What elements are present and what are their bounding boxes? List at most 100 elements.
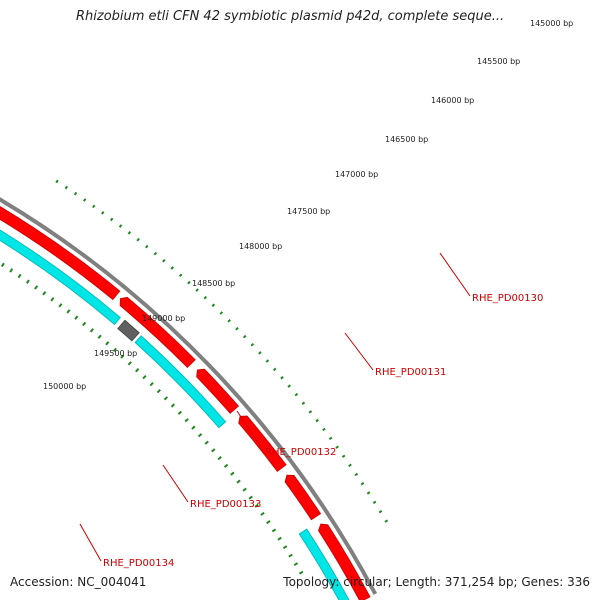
inner-tick <box>34 285 39 290</box>
ruler-dot <box>242 334 247 339</box>
cds-feature <box>284 474 322 521</box>
gene-label: RHE_PD00130 <box>472 293 543 304</box>
scale-label: 146500 bp <box>385 135 428 144</box>
ruler-dot <box>136 237 140 242</box>
ruler-dot <box>145 244 149 249</box>
inner-tick <box>149 381 154 387</box>
ruler-dot <box>348 463 352 468</box>
inner-tick <box>127 361 132 366</box>
inner-tick <box>184 418 189 423</box>
ruler-dot <box>322 427 326 432</box>
ruler-dot <box>335 445 339 449</box>
inner-tick <box>248 495 253 500</box>
inner-tick <box>89 328 94 333</box>
ruler-dot <box>219 311 224 315</box>
ruler-dot <box>92 204 96 209</box>
scale-label: 148000 bp <box>239 242 282 251</box>
inner-tick <box>9 268 14 273</box>
scale-label: 149500 bp <box>94 349 137 358</box>
inner-tick <box>170 403 176 408</box>
ruler-dot <box>195 288 199 292</box>
ruler-dot <box>170 266 175 270</box>
ruler-dot <box>372 500 377 504</box>
inner-tick <box>230 471 235 476</box>
gene-label: RHE_PD00133 <box>190 499 261 510</box>
cds-feature <box>0 206 121 301</box>
scale-label: 147500 bp <box>287 207 330 216</box>
gene-label: RHE_PD00132 <box>265 447 336 458</box>
summary-text: Topology: circular; Length: 371,254 bp; … <box>283 575 590 589</box>
inner-tick <box>260 511 265 516</box>
ruler-dots <box>55 179 389 523</box>
inner-tick <box>142 374 147 380</box>
inner-tick <box>298 570 304 575</box>
ruler-dot <box>366 491 371 495</box>
inner-tick <box>97 334 102 339</box>
scale-label: 148500 bp <box>192 279 235 288</box>
inner-tick <box>66 309 71 314</box>
inner-tick <box>50 297 55 302</box>
scale-label: 146000 bp <box>431 96 474 105</box>
cds-feature <box>196 368 239 414</box>
accession-text: Accession: NC_004041 <box>10 575 147 589</box>
ruler-dot <box>378 510 383 514</box>
gene-labels: RHE_PD00130 RHE_PD00131 RHE_PD00132 RHE_PD0… <box>79 252 543 569</box>
gene-label: RHE_PD00131 <box>375 367 446 378</box>
accent-track <box>0 229 121 326</box>
ruler-dot <box>178 273 183 278</box>
inner-tick <box>288 553 293 558</box>
feature-tracks <box>0 197 378 600</box>
scale-label: 145000 bp <box>530 19 573 28</box>
ruler-dot <box>187 280 191 285</box>
ruler-dot <box>227 319 231 323</box>
cds-feature <box>119 296 196 369</box>
ruler-dot <box>301 401 306 405</box>
inner-tick <box>223 463 229 468</box>
inner-tick <box>58 303 63 308</box>
inner-tick <box>266 520 271 525</box>
inner-tick-marks <box>0 262 304 575</box>
accent-track <box>134 335 227 429</box>
ruler-dot <box>360 482 365 486</box>
inner-tick <box>74 315 79 320</box>
ruler-dot <box>101 211 105 215</box>
gene-leader-line <box>236 410 264 451</box>
gene-leader-line <box>344 332 374 371</box>
ruler-dot <box>250 342 255 347</box>
inner-tick <box>242 487 247 492</box>
ruler-dot <box>272 367 277 372</box>
ruler-dot <box>162 258 166 263</box>
inner-tick <box>293 562 299 567</box>
ruler-dot <box>82 198 87 202</box>
scale-label: 147000 bp <box>335 170 378 179</box>
ruler-dot <box>73 191 78 196</box>
gene-leader-line <box>79 523 102 562</box>
gene-leader-line <box>162 464 189 503</box>
scale-label: 150000 bp <box>43 382 86 391</box>
ruler-dot <box>64 185 68 190</box>
gene-label: RHE_PD00134 <box>103 558 174 569</box>
ruler-dot <box>118 224 123 228</box>
inner-tick <box>211 448 216 453</box>
ruler-dot <box>127 231 132 235</box>
inner-tick <box>156 389 161 394</box>
ruler-dot <box>55 179 59 184</box>
ruler-dot <box>287 384 292 388</box>
inner-tick <box>17 273 22 279</box>
inner-tick <box>135 368 140 373</box>
inner-tick <box>254 503 259 508</box>
backbone-ring <box>0 197 378 595</box>
ruler-dot <box>265 359 270 363</box>
ruler-dot <box>203 295 208 300</box>
ruler-dot <box>211 303 216 308</box>
ruler-dot <box>308 410 313 414</box>
inner-tick <box>82 321 87 327</box>
map-title: Rhizobium etli CFN 42 symbiotic plasmid … <box>76 9 505 24</box>
inner-tick <box>25 279 30 284</box>
ruler-dot <box>110 217 114 222</box>
scale-label: 145500 bp <box>477 57 520 66</box>
inner-tick <box>163 396 169 401</box>
ruler-dot <box>354 472 359 477</box>
ruler-dot <box>328 436 333 440</box>
